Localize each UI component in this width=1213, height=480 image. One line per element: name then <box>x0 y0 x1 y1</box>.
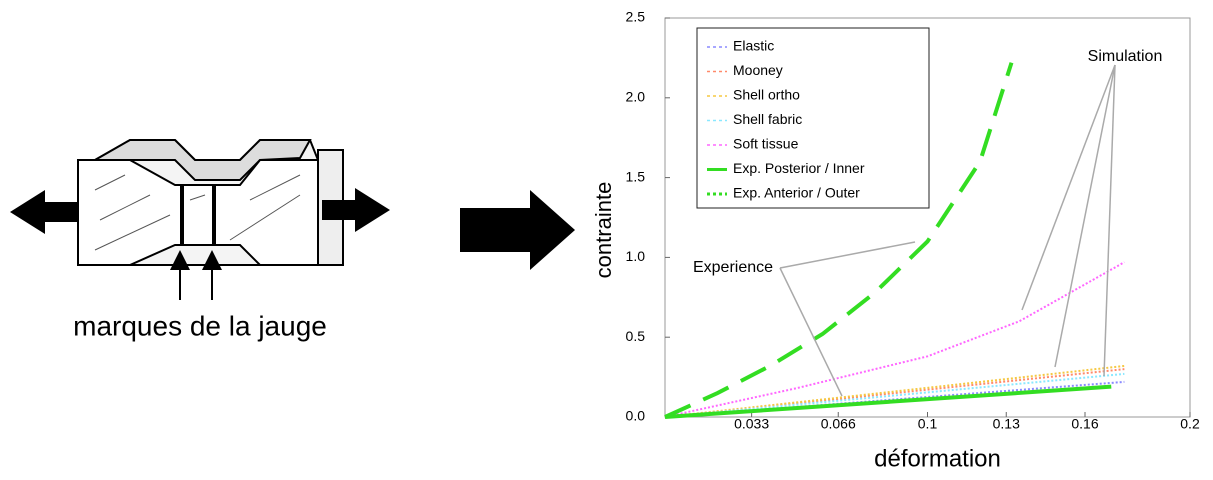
y-tick-label: 2.5 <box>626 9 646 25</box>
y-tick-label: 0.5 <box>626 328 646 344</box>
legend-box <box>696 27 930 209</box>
series-line <box>664 364 1125 418</box>
legend-label: Elastic <box>733 38 774 54</box>
annotation-pointer <box>1021 64 1116 311</box>
y-tick-label: 0.0 <box>626 408 646 424</box>
legend-label: Shell fabric <box>733 111 802 127</box>
annotation: Experience <box>693 259 773 276</box>
series-line <box>664 384 1112 419</box>
x-tick-label: 0.13 <box>993 416 1020 432</box>
legend: Elastic Mooney Shell ortho Shell fabric Soft… <box>696 27 930 209</box>
series-line <box>664 261 1125 418</box>
y-tick-label: 1.5 <box>626 168 646 184</box>
legend-label: Mooney <box>733 62 783 78</box>
series-line <box>664 62 1014 419</box>
specimen-diagram <box>10 139 390 300</box>
annotation-pointer <box>779 267 843 397</box>
y-axis-label: contrainte <box>591 182 616 279</box>
legend-label: Exp. Posterior / Inner <box>733 160 865 176</box>
x-tick-label: 0.16 <box>1071 416 1098 432</box>
annotation: Simulation <box>1088 48 1163 65</box>
legend-label: Shell ortho <box>733 87 800 103</box>
x-tick-label: 0.066 <box>821 416 856 432</box>
legend-label: Exp. Anterior / Outer <box>733 185 860 201</box>
transition-arrow <box>460 190 575 270</box>
x-axis-label: déformation <box>874 445 1001 472</box>
y-tick-label: 2.0 <box>626 89 646 105</box>
y-tick-label: 1.0 <box>626 248 646 264</box>
annotations <box>779 64 1116 397</box>
x-tick-label: 0.033 <box>734 416 769 432</box>
x-tick-label: 0.1 <box>918 416 938 432</box>
caption: marques de la jauge <box>73 310 327 341</box>
annotation-pointer <box>779 241 916 269</box>
annotation-pointer <box>1103 64 1116 377</box>
annotation-pointer <box>1054 64 1116 368</box>
legend-label: Soft tissue <box>733 136 799 152</box>
x-tick-label: 0.2 <box>1180 416 1200 432</box>
